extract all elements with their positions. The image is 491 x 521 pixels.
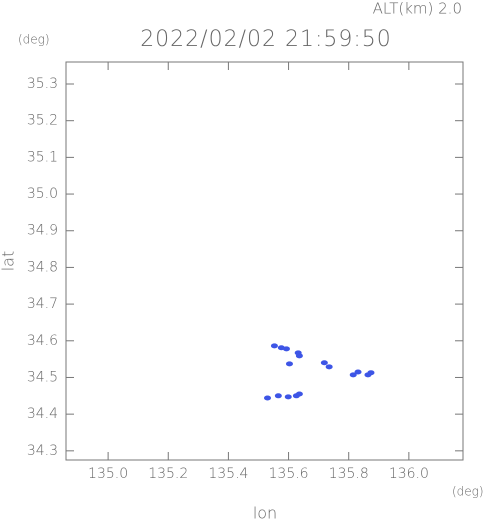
- y-tick-label: 34.8: [27, 259, 58, 275]
- echo-cell: [264, 395, 272, 401]
- x-tick-label: 135.4: [208, 466, 248, 482]
- y-tick-label: 35.0: [27, 186, 58, 202]
- echo-cell: [270, 343, 278, 349]
- echo-cell: [320, 360, 328, 366]
- echo-cell: [367, 370, 375, 376]
- x-unit: (deg): [452, 485, 484, 499]
- y-tick-label: 35.1: [27, 149, 58, 165]
- echo-cell: [354, 369, 362, 375]
- y-tick-label: 35.3: [27, 76, 58, 92]
- echo-cell: [295, 391, 303, 397]
- x-tick-label: 135.6: [269, 466, 309, 482]
- x-axis-label: lon: [253, 504, 277, 521]
- y-tick-label: 34.5: [27, 369, 58, 385]
- echo-cell: [282, 346, 290, 352]
- echo-cell: [274, 393, 282, 399]
- y-tick-label: 35.2: [27, 113, 58, 129]
- echo-cell: [284, 394, 292, 400]
- x-tick-label: 136.0: [389, 466, 429, 482]
- y-unit: (deg): [18, 33, 50, 47]
- y-tick-label: 34.9: [27, 223, 58, 239]
- x-tick-label: 135.8: [329, 466, 369, 482]
- x-tick-label: 135.0: [88, 466, 128, 482]
- echo-cell: [295, 353, 303, 359]
- y-tick-label: 34.3: [27, 443, 58, 459]
- plot-frame: [65, 61, 464, 461]
- altitude-label: ALT(km) 2.0: [373, 0, 462, 18]
- chart-title: 2022/02/02 21:59:50: [140, 27, 392, 52]
- y-axis-label: lat: [0, 251, 18, 272]
- x-tick-label: 135.2: [148, 466, 188, 482]
- echo-cell: [325, 364, 333, 370]
- y-tick-label: 34.4: [27, 406, 58, 422]
- y-tick-label: 34.7: [27, 296, 58, 312]
- echo-cell: [285, 361, 293, 367]
- y-tick-label: 34.6: [27, 333, 58, 349]
- echo-cell: [349, 372, 357, 378]
